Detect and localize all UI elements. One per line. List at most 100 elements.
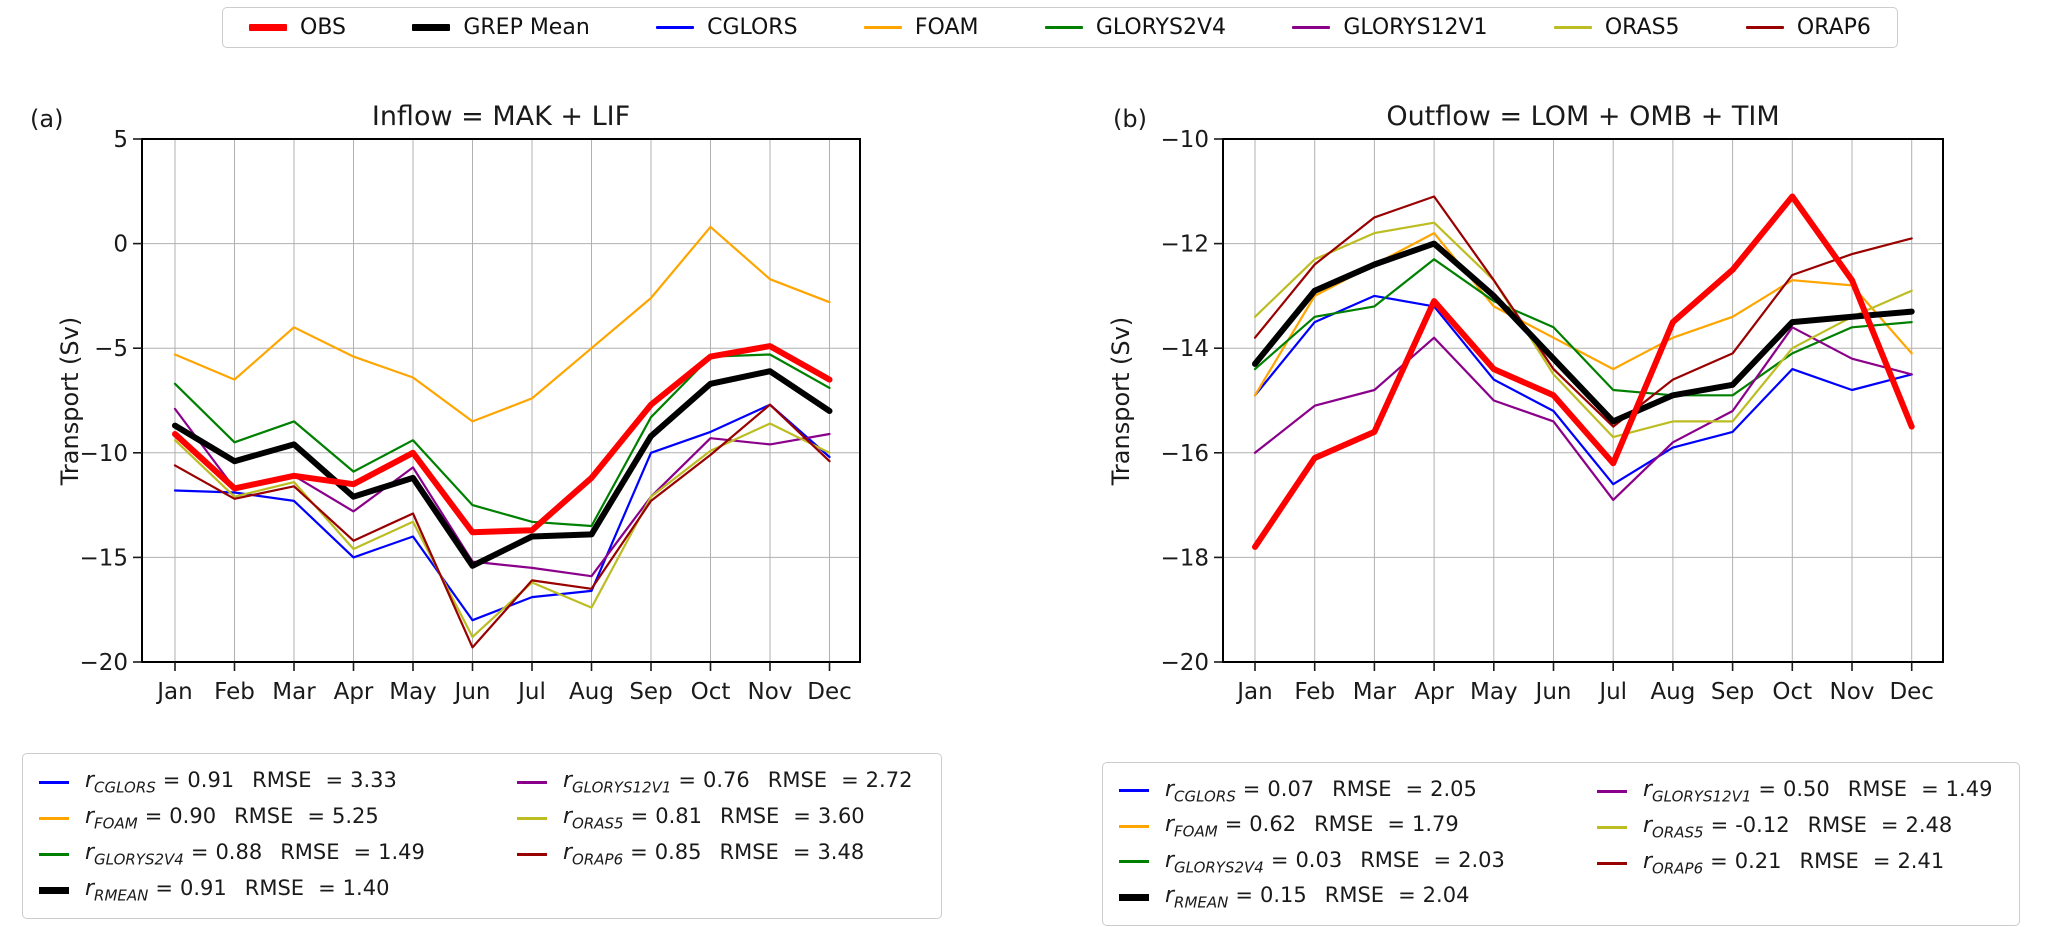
legend-label-oras5: ORAS5: [1604, 15, 1680, 40]
series-line-glorys12v1: [1253, 326, 1913, 501]
legend-item-grep-mean: GREP Mean: [412, 15, 590, 40]
y-axis-label-b: Transport (Sv): [1107, 317, 1135, 486]
stats-text-cglors: rCGLORS = 0.07 RMSE = 2.05: [1165, 776, 1477, 805]
legend-swatch-glorys2v4: [1044, 26, 1083, 29]
stats-text-oras5: rORAS5 = 0.81 RMSE = 3.60: [563, 803, 865, 833]
y-tick-label: −15: [79, 545, 128, 571]
stats-row-oras5: rORAS5 = -0.12 RMSE = 2.48: [1597, 809, 1992, 845]
stats-text-orap6: rORAP6 = 0.85 RMSE = 3.48: [563, 839, 865, 869]
stats-swatch-glorys2v4: [1119, 860, 1149, 864]
legend-swatch-foam: [863, 26, 902, 29]
series-line-orap6: [173, 403, 831, 649]
x-tick-label: Jun: [453, 679, 491, 705]
legend-label-obs: OBS: [300, 15, 346, 40]
legend-label-orap6: ORAP6: [1796, 15, 1871, 40]
y-tick-label: −5: [94, 336, 128, 362]
y-tick-label: −16: [1160, 441, 1209, 467]
stats-swatch-orap6: [517, 852, 547, 856]
y-tick-label: 5: [113, 127, 128, 153]
chart-title-inflow: Inflow = MAK + LIF: [372, 101, 630, 132]
plot-border: [1222, 138, 1944, 663]
stats-swatch-glorys12v1: [517, 780, 547, 784]
x-tick-label: May: [389, 679, 437, 705]
stats-row-cglors: rCGLORS = 0.91 RMSE = 3.33: [39, 764, 517, 800]
series-lines: [1252, 193, 1915, 550]
chart-outflow: (b) Outflow = LOM + OMB + TIM Transport …: [1107, 101, 1944, 705]
stats-column-1: rCGLORS = 0.07 RMSE = 2.05 rFOAM = 0.62 RMSE = 1.79…: [1119, 773, 1597, 915]
legend-item-oras5: ORAS5: [1553, 15, 1680, 40]
stats-text-oras5: rORAS5 = -0.12 RMSE = 2.48: [1643, 812, 1953, 842]
axis-ticks: [133, 138, 831, 671]
series-line-obs: [1252, 193, 1915, 550]
x-tick-label: Oct: [691, 679, 731, 705]
x-tick-label: Dec: [1889, 679, 1934, 705]
stats-swatch-oras5: [517, 816, 547, 820]
series-line-orap6: [1253, 195, 1913, 428]
stats-text-cglors: rCGLORS = 0.91 RMSE = 3.33: [85, 767, 397, 797]
grid: [1223, 138, 1943, 663]
series-line-foam: [173, 225, 831, 423]
stats-swatch-oras5: [1597, 825, 1627, 829]
stats-text-glorys2v4: rGLORYS2V4 = 0.88 RMSE = 1.49: [85, 839, 425, 869]
stats-swatch-glorys2v4: [39, 852, 69, 856]
legend-item-orap6: ORAP6: [1745, 15, 1871, 40]
x-tick-label: Apr: [1414, 679, 1454, 705]
x-tick-label: Mar: [1353, 679, 1397, 705]
stats-swatch-rmean: [1119, 893, 1149, 901]
series-line-grep-mean: [1252, 240, 1915, 425]
stats-swatch-glorys12v1: [1597, 789, 1627, 793]
stats-swatch-orap6: [1597, 861, 1627, 865]
x-tick-label: Sep: [629, 679, 672, 705]
x-tick-label: Apr: [334, 679, 374, 705]
stats-text-foam: rFOAM = 0.62 RMSE = 1.79: [1165, 812, 1459, 841]
x-tick-label: Nov: [748, 679, 793, 705]
stats-row-foam: rFOAM = 0.62 RMSE = 1.79: [1119, 809, 1597, 845]
stats-column-2: rGLORYS12V1 = 0.50 RMSE = 1.49 rORAS5 = -0.12 RMS…: [1597, 773, 1992, 915]
panel-label-b: (b): [1113, 105, 1147, 133]
x-tick-label: Nov: [1830, 679, 1875, 705]
y-axis-label-a: Transport (Sv): [56, 317, 84, 486]
stats-swatch-foam: [1119, 824, 1149, 828]
legend-item-glorys2v4: GLORYS2V4: [1044, 15, 1226, 40]
x-tick-label: Jul: [1597, 679, 1627, 705]
stats-swatch-rmean: [39, 886, 69, 894]
stats-column-2: rGLORYS12V1 = 0.76 RMSE = 2.72 rORAS5 = 0.81 RMSE…: [517, 764, 912, 908]
y-tick-label: −18: [1160, 545, 1209, 571]
legend-swatch-orap6: [1745, 26, 1784, 29]
stats-row-rmean: rRMEAN = 0.15 RMSE = 2.04: [1119, 880, 1597, 916]
legend-item-glorys12v1: GLORYS12V1: [1292, 15, 1488, 40]
legend-item-obs: OBS: [249, 15, 346, 40]
y-tick-label: −20: [79, 650, 128, 676]
stats-row-oras5: rORAS5 = 0.81 RMSE = 3.60: [517, 800, 912, 836]
stats-row-foam: rFOAM = 0.90 RMSE = 5.25: [39, 800, 517, 836]
stats-text-glorys12v1: rGLORYS12V1 = 0.50 RMSE = 1.49: [1643, 776, 1993, 806]
stats-row-orap6: rORAP6 = 0.85 RMSE = 3.48: [517, 836, 912, 872]
legend-swatch-glorys12v1: [1292, 26, 1331, 29]
x-tick-label: Aug: [1650, 679, 1695, 705]
stats-row-rmean: rRMEAN = 0.91 RMSE = 1.40: [39, 872, 517, 908]
plot-border: [141, 138, 861, 663]
legend-swatch-oras5: [1553, 26, 1592, 29]
x-tick-label: Oct: [1772, 679, 1812, 705]
x-tick-label: Sep: [1711, 679, 1754, 705]
series-line-foam: [1253, 232, 1913, 397]
stats-swatch-cglors: [39, 780, 69, 784]
figure-legend: OBS GREP Mean CGLORS FOAM GLORYS2V4 GLORYS12V…: [222, 7, 1898, 48]
stats-swatch-foam: [39, 816, 69, 820]
x-tick-label: Mar: [272, 679, 316, 705]
series-line-cglors: [1253, 294, 1913, 486]
x-tick-label: Feb: [1294, 679, 1335, 705]
stats-row-glorys2v4: rGLORYS2V4 = 0.03 RMSE = 2.03: [1119, 844, 1597, 880]
x-tick-label: Jan: [1235, 679, 1272, 705]
x-tick-label: May: [1470, 679, 1518, 705]
axis-tick-labels: Jan Feb Mar Apr May Jun Jul Aug Sep Oct Nov Dec 5 0 −5…: [79, 127, 851, 705]
x-tick-label: Feb: [214, 679, 255, 705]
legend-label-glorys12v1: GLORYS12V1: [1343, 15, 1488, 40]
stats-box-outflow: rCGLORS = 0.07 RMSE = 2.05 rFOAM = 0.62 RMSE = 1.79…: [1102, 762, 2020, 926]
y-tick-label: −10: [1160, 127, 1209, 153]
x-tick-label: Jan: [155, 679, 192, 705]
stats-text-foam: rFOAM = 0.90 RMSE = 5.25: [85, 803, 379, 833]
legend-item-cglors: CGLORS: [656, 15, 798, 40]
chart-title-outflow: Outflow = LOM + OMB + TIM: [1386, 101, 1779, 132]
